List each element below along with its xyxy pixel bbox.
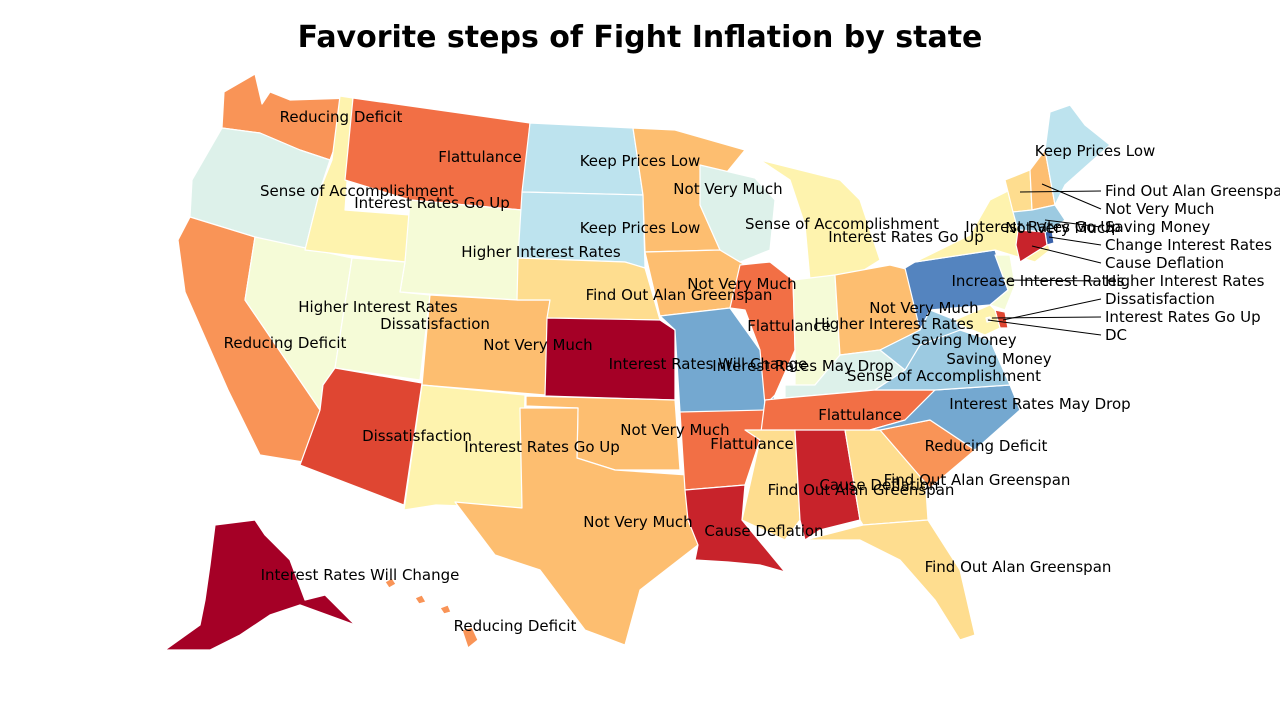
state-label-wi: Sense of Accomplishment <box>745 215 939 233</box>
state-fl <box>804 519 976 641</box>
state-ak <box>164 519 356 651</box>
state-ks <box>544 317 676 401</box>
state-label-la: Cause Deflation <box>704 522 823 540</box>
callout-leader-md <box>991 316 1102 319</box>
state-label-mn: Not Very Much <box>673 180 782 198</box>
state-label-mo: Interest Rates May Drop <box>712 357 893 375</box>
state-label-al: Cause Deflation <box>819 476 938 494</box>
callout-leader-ct <box>1031 245 1102 264</box>
state-wi <box>699 164 776 263</box>
state-md <box>954 304 1001 336</box>
state-label-sc: Reducing Deficit <box>925 437 1048 455</box>
state-label-ky: Sense of Accomplishment <box>847 367 1041 385</box>
state-id <box>304 95 411 263</box>
state-label-oh: Not Very Much <box>869 299 978 317</box>
callout-leader-ma <box>1044 219 1102 228</box>
callout-leader-nj <box>1007 279 1102 282</box>
state-label-va: Saving Money <box>911 331 1016 349</box>
state-label-nd: Keep Prices Low <box>580 152 701 170</box>
state-az <box>299 367 423 506</box>
state-label-co: Not Very Much <box>483 336 592 354</box>
callout-label-nh: Not Very Much <box>1105 200 1214 218</box>
state-label-nc: Interest Rates May Drop <box>949 395 1130 413</box>
state-label-ny: Interest Rates Go Up <box>965 218 1121 236</box>
state-ct <box>1015 229 1048 263</box>
callout-label-vt: Find Out Alan Greenspan <box>1105 182 1280 200</box>
state-label-ak: Interest Rates Will Change <box>261 566 460 584</box>
state-la <box>684 484 786 573</box>
state-label-in: Higher Interest Rates <box>814 315 974 333</box>
state-label-me: Keep Prices Low <box>1035 142 1156 160</box>
state-label-nh: Not Very Much <box>1005 219 1114 237</box>
state-label-ut: Dissatisfaction <box>380 315 490 333</box>
callout-label-md: Interest Rates Go Up <box>1105 308 1261 326</box>
callout-leader-de <box>1002 298 1102 321</box>
state-label-ne: Find Out Alan Greenspan <box>586 286 773 304</box>
callout-leader-nh <box>1041 183 1102 210</box>
callout-leaders <box>987 183 1102 336</box>
state-label-fl: Find Out Alan Greenspan <box>925 558 1112 576</box>
state-label-ms: Find Out Alan Greenspan <box>768 481 955 499</box>
state-label-tx: Not Very Much <box>583 513 692 531</box>
callout-label-de: Dissatisfaction <box>1105 290 1215 308</box>
map-title: Favorite steps of Fight Inflation by sta… <box>297 20 983 55</box>
state-label-ca: Reducing Deficit <box>224 334 347 352</box>
state-label-ga: Find Out Alan Greenspan <box>884 471 1071 489</box>
state-hi <box>384 577 479 649</box>
callout-label-nj: Higher Interest Rates <box>1105 272 1265 290</box>
state-nj <box>989 254 1016 311</box>
state-label-or: Sense of Accomplishment <box>260 182 454 200</box>
callout-label-ct: Cause Deflation <box>1105 254 1224 272</box>
state-label-hi: Reducing Deficit <box>454 617 577 635</box>
callout-leader-dc <box>987 319 1102 336</box>
state-label-wa: Reducing Deficit <box>280 108 403 126</box>
callout-label-ma: Saving Money <box>1105 218 1210 236</box>
state-label-ia: Not Very Much <box>687 275 796 293</box>
state-wy <box>399 199 523 301</box>
state-label-az: Dissatisfaction <box>362 427 472 445</box>
state-label-id: Interest Rates Go Up <box>354 194 510 212</box>
state-label-mi: Interest Rates Go Up <box>828 228 984 246</box>
state-label-wv: Saving Money <box>946 350 1051 368</box>
state-label-ks: Interest Rates Will Change <box>609 355 808 373</box>
state-nc <box>869 384 1021 451</box>
callout-label-dc: DC <box>1105 326 1127 344</box>
state-label-il: Flattulance <box>747 317 831 335</box>
state-label-pa: Increase Interest Rates <box>951 272 1124 290</box>
callout-leader-ri <box>1048 236 1102 246</box>
state-label-nv: Higher Interest Rates <box>298 298 458 316</box>
state-label-tn: Flattulance <box>818 406 902 424</box>
state-label-ar: Flattulance <box>710 435 794 453</box>
state-label-ok: Not Very Much <box>620 421 729 439</box>
state-me <box>1044 104 1111 206</box>
callout-label-ri: Change Interest Rates <box>1105 236 1272 254</box>
state-label-wy: Higher Interest Rates <box>461 243 621 261</box>
state-label-sd: Keep Prices Low <box>580 219 701 237</box>
state-label-nm: Interest Rates Go Up <box>464 438 620 456</box>
state-label-mt: Flattulance <box>438 148 522 166</box>
state-ar <box>679 409 766 491</box>
states-layer <box>164 73 1111 651</box>
state-dc <box>985 316 992 323</box>
state-tx <box>454 407 699 646</box>
